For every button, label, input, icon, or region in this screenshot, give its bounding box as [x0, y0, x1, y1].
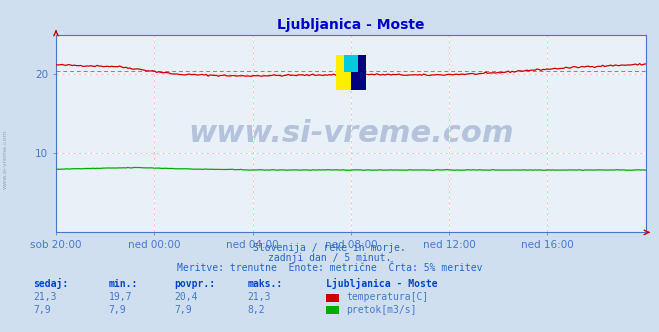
Text: 8,2: 8,2	[247, 305, 265, 315]
Text: 21,3: 21,3	[33, 292, 57, 302]
Text: 7,9: 7,9	[33, 305, 51, 315]
Text: Slovenija / reke in morje.: Slovenija / reke in morje.	[253, 243, 406, 253]
Text: 19,7: 19,7	[109, 292, 132, 302]
Text: maks.:: maks.:	[247, 279, 282, 289]
Text: 21,3: 21,3	[247, 292, 271, 302]
Text: Ljubljanica - Moste: Ljubljanica - Moste	[326, 278, 438, 289]
Polygon shape	[336, 55, 351, 90]
Text: 20,4: 20,4	[175, 292, 198, 302]
Text: www.si-vreme.com: www.si-vreme.com	[188, 119, 514, 148]
Text: 7,9: 7,9	[175, 305, 192, 315]
Text: pretok[m3/s]: pretok[m3/s]	[346, 305, 416, 315]
Text: povpr.:: povpr.:	[175, 279, 215, 289]
Polygon shape	[343, 55, 358, 72]
Polygon shape	[351, 55, 366, 90]
Text: min.:: min.:	[109, 279, 138, 289]
Text: www.si-vreme.com: www.si-vreme.com	[3, 129, 8, 189]
Title: Ljubljanica - Moste: Ljubljanica - Moste	[277, 18, 424, 32]
Text: sedaj:: sedaj:	[33, 278, 68, 289]
Text: temperatura[C]: temperatura[C]	[346, 292, 428, 302]
Text: zadnji dan / 5 minut.: zadnji dan / 5 minut.	[268, 253, 391, 263]
Text: Meritve: trenutne  Enote: metrične  Črta: 5% meritev: Meritve: trenutne Enote: metrične Črta: …	[177, 263, 482, 273]
Text: 7,9: 7,9	[109, 305, 127, 315]
